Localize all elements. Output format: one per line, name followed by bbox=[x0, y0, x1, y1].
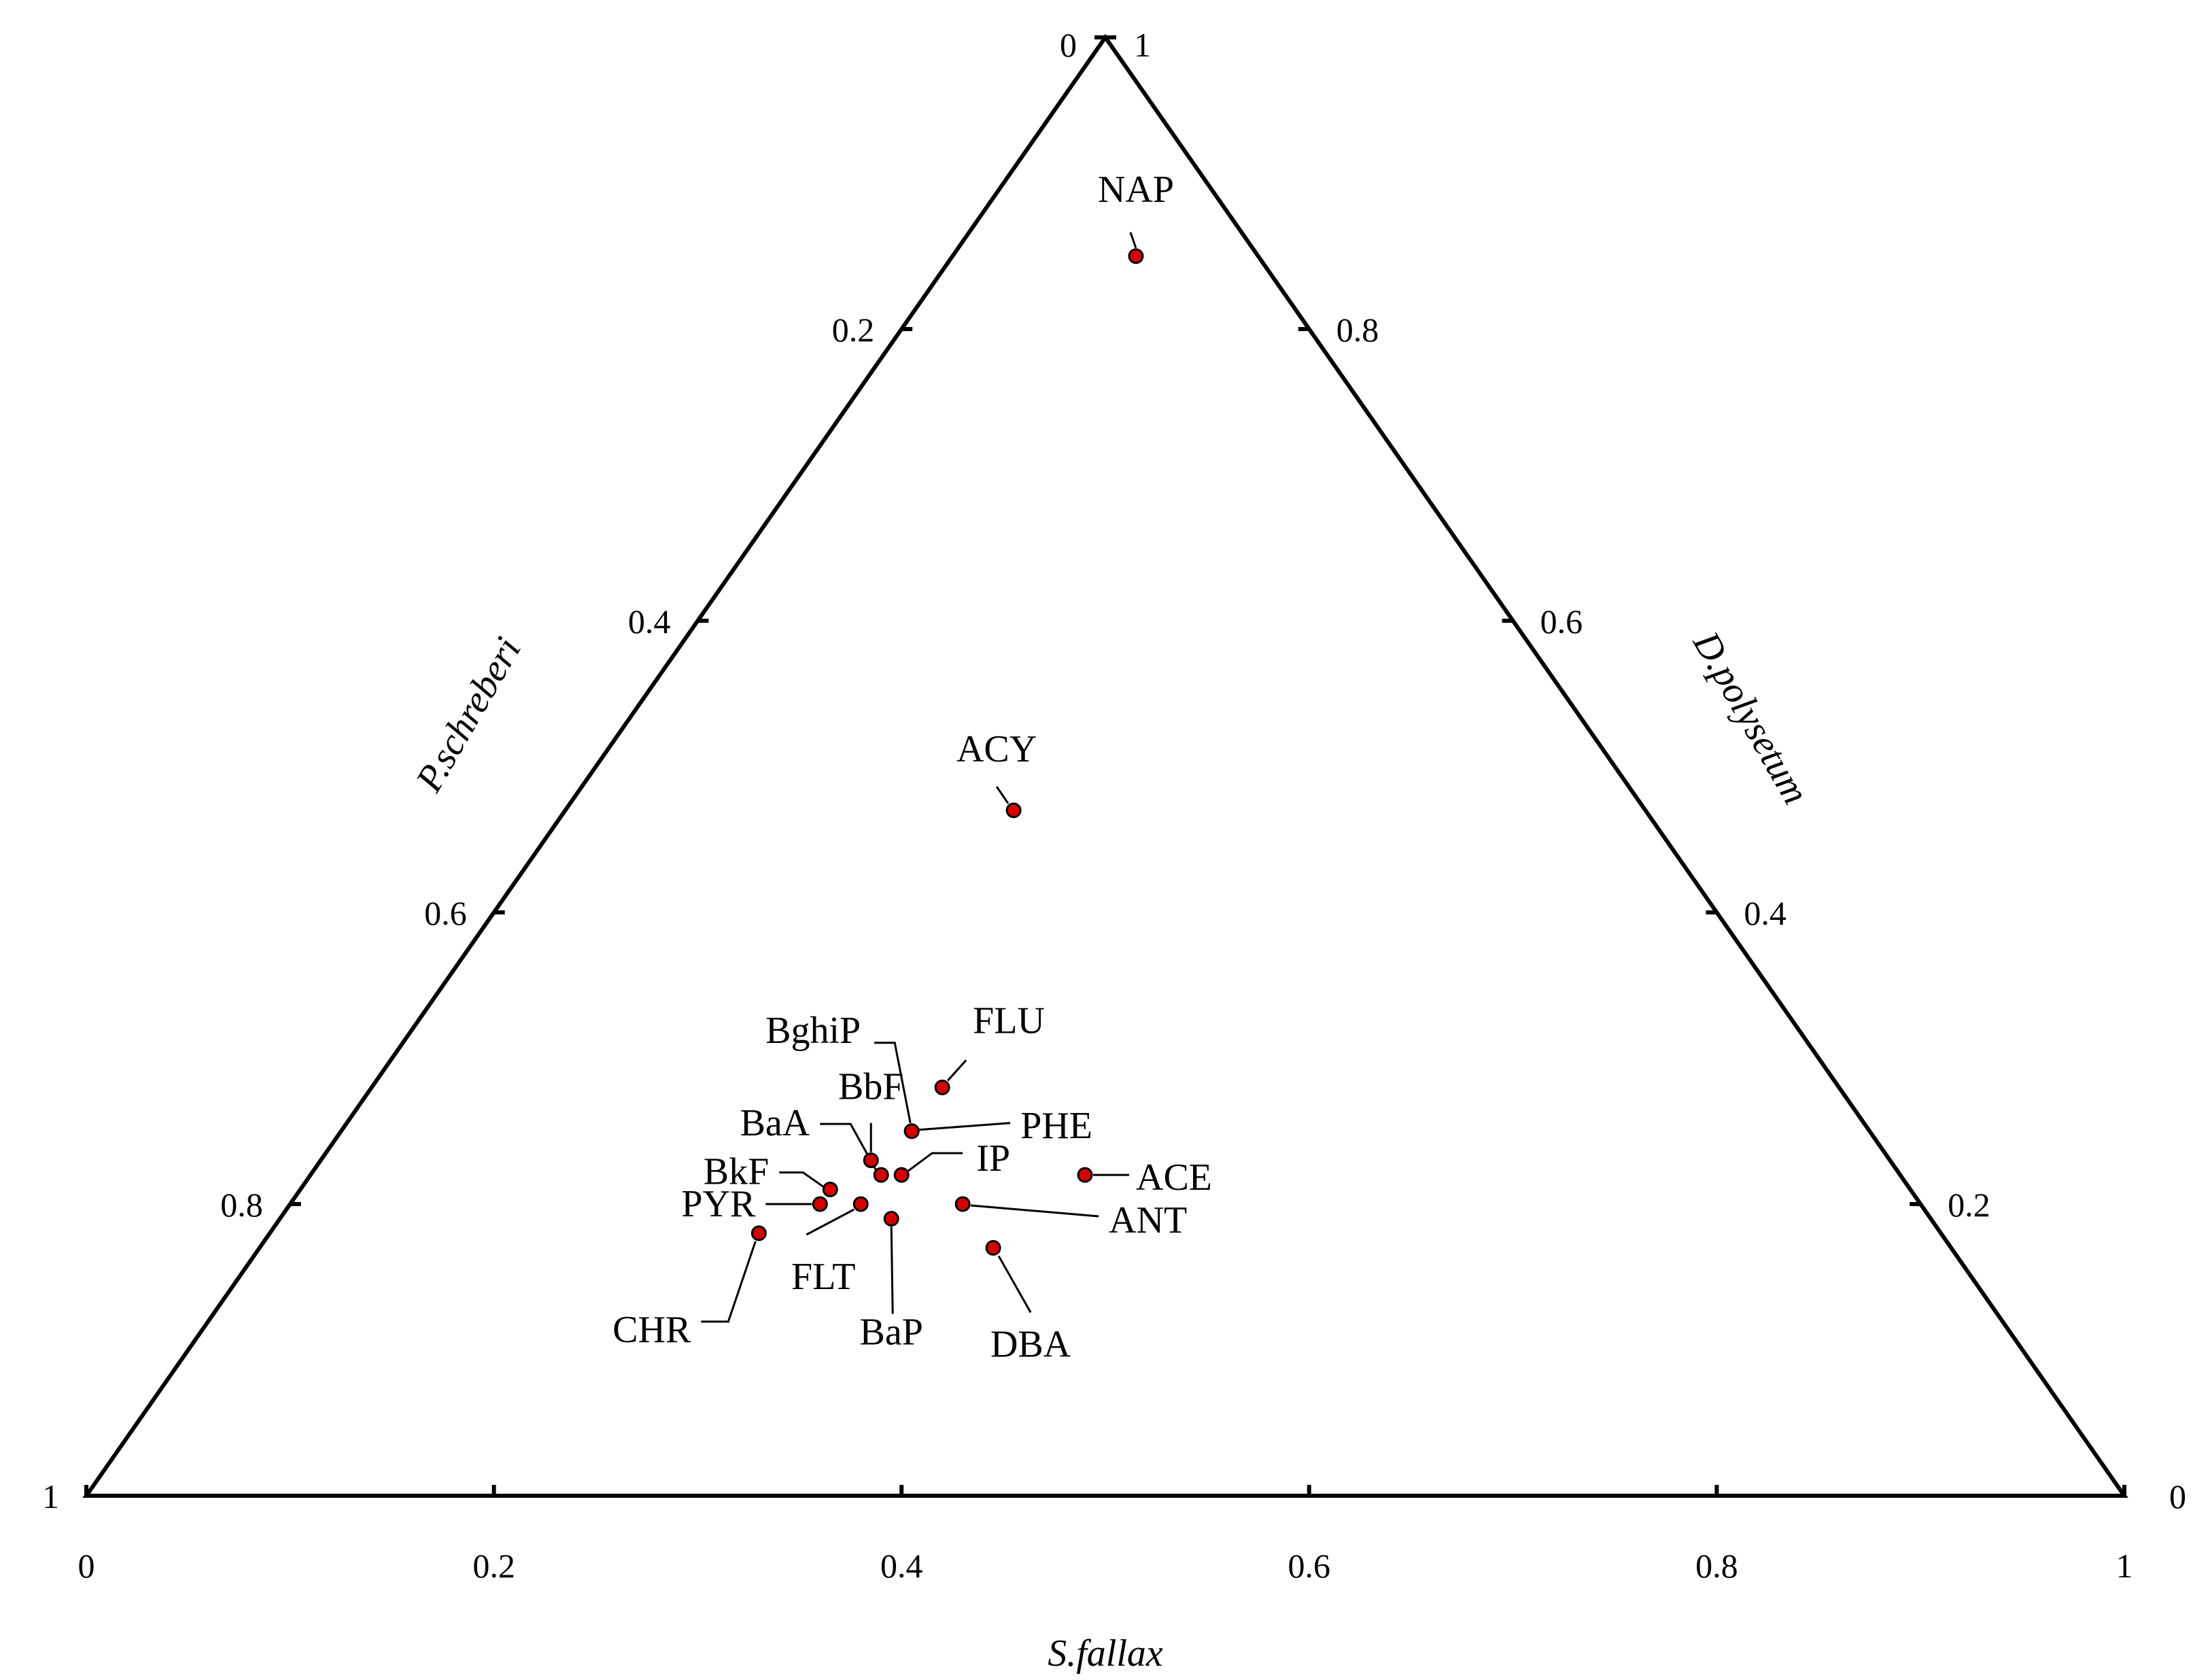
left-tick-label: 1 bbox=[42, 1477, 59, 1515]
data-point-baa bbox=[873, 1167, 889, 1183]
leader-line-phe bbox=[918, 1122, 1011, 1131]
point-label-nap: NAP bbox=[1098, 169, 1174, 211]
leader-line-flu bbox=[947, 1059, 967, 1082]
data-point-bbf bbox=[863, 1152, 879, 1169]
axis-title-d-polysetum: D.polysetum bbox=[1685, 624, 1817, 812]
data-point-group bbox=[750, 248, 1144, 1256]
leader-line-flt bbox=[806, 1208, 854, 1236]
point-label-pyr: PYR bbox=[681, 1183, 756, 1225]
right-tick-label: 0.6 bbox=[1540, 602, 1583, 640]
bottom-tick-label: 1 bbox=[2116, 1547, 2133, 1585]
point-label-acy: ACY bbox=[956, 728, 1037, 770]
right-tick-label: 0 bbox=[2169, 1477, 2186, 1515]
leader-line-nap bbox=[1129, 232, 1137, 249]
bottom-tick-label: 0.6 bbox=[1288, 1547, 1331, 1585]
data-point-nap bbox=[1128, 248, 1144, 264]
bottom-tick-label: 0.8 bbox=[1695, 1547, 1738, 1585]
leader-line-dba bbox=[997, 1255, 1032, 1314]
leader-line-bap bbox=[890, 1227, 894, 1314]
leader-line-group bbox=[701, 232, 1137, 1323]
triangle-frame bbox=[82, 33, 2128, 1498]
leader-line-chr bbox=[701, 1241, 757, 1323]
point-label-baa: BaA bbox=[740, 1102, 810, 1144]
left-tick-label: 0.6 bbox=[424, 894, 467, 932]
left-tick-label: 0.8 bbox=[220, 1186, 263, 1224]
point-label-chr: CHR bbox=[612, 1309, 691, 1351]
bottom-tick-label: 0.4 bbox=[880, 1547, 923, 1585]
data-point-ip bbox=[893, 1167, 910, 1183]
axis-title-p-schreberi: P.schreberi bbox=[407, 630, 529, 800]
right-tick-label: 0.8 bbox=[1336, 311, 1379, 349]
point-label-phe: PHE bbox=[1020, 1105, 1092, 1147]
data-point-dba bbox=[985, 1239, 1001, 1256]
tick-group: 0 0.2 0.4 0.6 0.8 100.20.40.60.8110.80.60.40.… bbox=[42, 26, 2186, 1585]
point-label-bghip: BghiP bbox=[765, 1010, 861, 1052]
point-label-ace: ACE bbox=[1136, 1156, 1212, 1199]
leader-line-bghip bbox=[874, 1042, 912, 1124]
left-tick-label: 0 bbox=[1060, 26, 1077, 64]
point-label-bbf: BbF bbox=[838, 1066, 904, 1108]
point-label-ant: ANT bbox=[1109, 1199, 1187, 1241]
data-point-ace bbox=[1077, 1167, 1093, 1183]
data-point-phe bbox=[903, 1123, 920, 1139]
right-tick-label: 1 bbox=[1134, 26, 1151, 64]
point-label-bap: BaP bbox=[860, 1311, 923, 1353]
data-point-chr bbox=[750, 1225, 767, 1241]
data-point-pyr bbox=[812, 1196, 828, 1212]
data-point-flt bbox=[852, 1196, 869, 1212]
left-tick-label: 0.2 bbox=[832, 311, 875, 349]
data-point-ant bbox=[954, 1196, 971, 1212]
left-tick-label: 0.4 bbox=[628, 602, 671, 640]
data-point-flu bbox=[934, 1079, 950, 1095]
right-tick-label: 0.4 bbox=[1744, 894, 1786, 932]
axis-title-s-fallax: S.fallax bbox=[1048, 1632, 1163, 1675]
point-label-flu: FLU bbox=[973, 999, 1045, 1042]
leader-line-ip bbox=[908, 1152, 963, 1172]
bottom-tick-label: 0 bbox=[78, 1547, 95, 1585]
triangle-frame-group bbox=[82, 33, 2128, 1498]
data-point-bkf bbox=[822, 1182, 838, 1198]
bottom-tick-label: 0.2 bbox=[472, 1547, 515, 1585]
point-label-bkf: BkF bbox=[704, 1151, 770, 1193]
point-label-ip: IP bbox=[976, 1137, 1010, 1180]
leader-line-ant bbox=[971, 1204, 1099, 1218]
right-tick-label: 0.2 bbox=[1948, 1186, 1990, 1224]
point-label-dba: DBA bbox=[990, 1323, 1071, 1365]
leader-line-acy bbox=[995, 786, 1009, 804]
data-point-bap bbox=[883, 1210, 899, 1227]
data-point-acy bbox=[1005, 802, 1022, 819]
leader-line-bkf bbox=[779, 1171, 825, 1188]
point-label-flt: FLT bbox=[791, 1256, 855, 1298]
